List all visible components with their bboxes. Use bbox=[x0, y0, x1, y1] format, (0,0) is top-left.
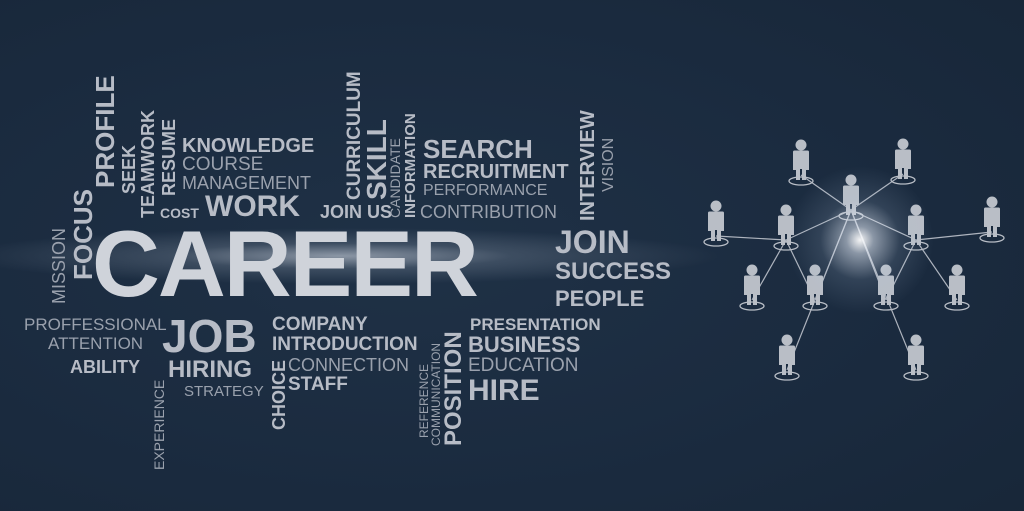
word-management: MANAGEMENT bbox=[182, 173, 312, 193]
word-staff: STAFF bbox=[288, 374, 348, 395]
person-icon bbox=[788, 138, 814, 186]
word-course: COURSE bbox=[182, 154, 264, 175]
word-company: COMPANY bbox=[272, 314, 368, 335]
word-business: BUSINESS bbox=[468, 332, 581, 357]
word-attention: ATTENTION bbox=[48, 334, 144, 353]
word-people: PEOPLE bbox=[555, 286, 645, 311]
person-icon bbox=[838, 173, 864, 221]
word-join: JOIN bbox=[555, 224, 630, 260]
word-education: EDUCATION bbox=[468, 355, 579, 376]
person-icon bbox=[903, 333, 929, 381]
word-career: CAREER bbox=[92, 211, 479, 316]
word-performance: PERFORMANCE bbox=[423, 182, 548, 199]
word-ability: ABILITY bbox=[70, 357, 140, 377]
word-proffessional: PROFFESSIONAL bbox=[24, 315, 167, 334]
word-cost: COST bbox=[160, 205, 199, 221]
word-connection: CONNECTION bbox=[288, 355, 409, 375]
word-introduction: INTRODUCTION bbox=[272, 334, 418, 355]
person-icon bbox=[903, 203, 929, 251]
word-strategy: STRATEGY bbox=[184, 383, 264, 400]
person-icon bbox=[873, 263, 899, 311]
word-recruitment: RECRUITMENT bbox=[423, 161, 569, 183]
word-hire: HIRE bbox=[468, 374, 540, 407]
person-icon bbox=[774, 333, 800, 381]
word-work: WORK bbox=[205, 190, 300, 223]
word-knowledge: KNOWLEDGE bbox=[182, 135, 315, 157]
word-search: SEARCH bbox=[423, 134, 533, 164]
person-icon bbox=[739, 263, 765, 311]
word-contribution: CONTRIBUTION bbox=[420, 202, 557, 222]
word-join-us: JOIN US bbox=[320, 202, 393, 222]
word-hiring: HIRING bbox=[168, 356, 252, 383]
person-icon bbox=[703, 199, 729, 247]
word-success: SUCCESS bbox=[555, 258, 672, 285]
word-presentation: PRESENTATION bbox=[470, 315, 601, 334]
person-icon bbox=[890, 137, 916, 185]
word-job: JOB bbox=[162, 310, 257, 362]
person-icon bbox=[802, 263, 828, 311]
person-icon bbox=[773, 203, 799, 251]
person-icon bbox=[979, 195, 1005, 243]
